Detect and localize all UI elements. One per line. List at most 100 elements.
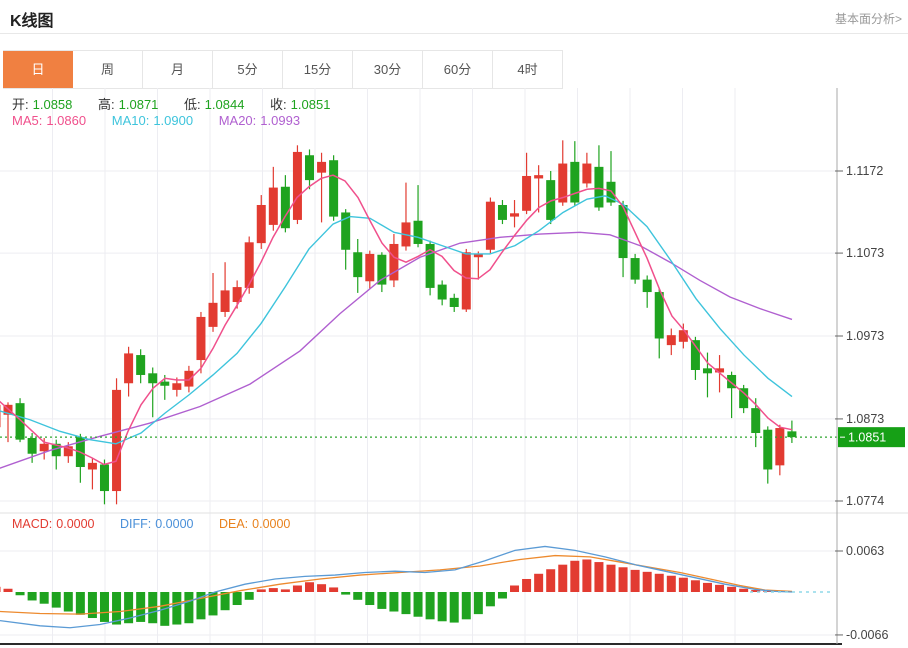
kline-chart-canvas[interactable]: 1.1172 1.1073 1.0973 1.0873 1.0774 0.0063 -0.0… bbox=[0, 88, 908, 648]
macd-bar bbox=[292, 585, 302, 592]
tab-4时[interactable]: 4时 bbox=[493, 51, 563, 88]
price-axis-label: 1.1172 bbox=[846, 164, 883, 178]
candle bbox=[220, 290, 230, 312]
candle bbox=[570, 161, 580, 203]
ma5-label: MA5: bbox=[12, 113, 43, 128]
candle bbox=[751, 408, 761, 434]
tab-60分[interactable]: 60分 bbox=[423, 51, 493, 88]
candle bbox=[618, 204, 628, 259]
tab-5分[interactable]: 5分 bbox=[213, 51, 283, 88]
candle bbox=[702, 368, 712, 374]
candle bbox=[775, 428, 785, 466]
candle bbox=[39, 443, 49, 452]
candle bbox=[739, 388, 749, 409]
macd-bar bbox=[461, 592, 471, 620]
macd-bar bbox=[437, 592, 447, 622]
candle bbox=[317, 161, 327, 173]
page-title: K线图 bbox=[10, 13, 54, 30]
candle bbox=[473, 253, 483, 258]
candle bbox=[87, 462, 97, 470]
tab-日[interactable]: 日 bbox=[3, 51, 73, 88]
macd-bar bbox=[39, 592, 49, 604]
macd-bar bbox=[377, 592, 387, 609]
candle bbox=[437, 284, 447, 300]
candle bbox=[727, 374, 737, 389]
macd-bar bbox=[654, 573, 664, 592]
candle bbox=[244, 242, 254, 288]
price-axis-label: 1.0973 bbox=[846, 329, 884, 343]
macd-bar bbox=[196, 592, 206, 620]
macd-bar bbox=[678, 577, 688, 592]
fundamental-analysis-link[interactable]: 基本面分析> bbox=[834, 12, 902, 26]
candle bbox=[208, 302, 218, 327]
macd-bar bbox=[594, 562, 604, 592]
candle bbox=[305, 155, 314, 181]
candle bbox=[27, 437, 37, 454]
candle bbox=[678, 330, 688, 342]
macd-bar bbox=[606, 564, 616, 592]
macd-bar bbox=[136, 592, 146, 622]
ma-readout: MA5: 1.0860 MA10: 1.0900 MA20: 1.0993 bbox=[12, 113, 304, 128]
diff-label: DIFF: bbox=[120, 517, 152, 531]
candle bbox=[136, 355, 146, 375]
macd-label: MACD: bbox=[12, 517, 53, 531]
macd-bar bbox=[582, 559, 592, 592]
tab-30分[interactable]: 30分 bbox=[353, 51, 423, 88]
macd-bar bbox=[727, 586, 737, 592]
candle bbox=[715, 368, 725, 373]
candle bbox=[280, 186, 290, 229]
macd-bar bbox=[0, 586, 1, 592]
candle bbox=[341, 212, 351, 250]
candle bbox=[690, 340, 700, 370]
candle bbox=[461, 252, 471, 310]
candle bbox=[112, 389, 122, 492]
candle bbox=[485, 201, 495, 250]
candle bbox=[630, 258, 640, 280]
candle bbox=[546, 180, 556, 220]
macd-bar bbox=[280, 589, 290, 592]
tab-月[interactable]: 月 bbox=[143, 51, 213, 88]
tab-15分[interactable]: 15分 bbox=[283, 51, 353, 88]
candle bbox=[0, 404, 1, 428]
macd-bar bbox=[305, 582, 314, 592]
macd-bar bbox=[497, 592, 507, 599]
last-price-tag bbox=[838, 427, 905, 448]
macd-bar bbox=[63, 592, 73, 612]
candle bbox=[268, 187, 278, 225]
high-value: 1.0871 bbox=[118, 97, 159, 112]
macd-bar bbox=[172, 592, 182, 625]
macd-bar bbox=[15, 592, 25, 596]
timeframe-tab-bar: 日周月 5分 15分 30分 60分 4时 bbox=[3, 50, 563, 89]
candle bbox=[787, 431, 797, 438]
high-label: 高: bbox=[98, 97, 115, 112]
tab-周[interactable]: 周 bbox=[73, 51, 143, 88]
macd-bar bbox=[522, 578, 532, 592]
candle bbox=[425, 243, 435, 288]
macd-bar bbox=[425, 592, 435, 620]
candle bbox=[172, 383, 182, 390]
macd-bar bbox=[124, 592, 134, 624]
candle bbox=[292, 151, 302, 220]
macd-bar bbox=[99, 592, 109, 622]
macd-bar bbox=[534, 573, 544, 592]
macd-bar bbox=[570, 560, 580, 592]
macd-bar bbox=[449, 592, 459, 623]
candle bbox=[329, 160, 339, 217]
candle bbox=[63, 446, 73, 457]
price-axis-label: 1.0774 bbox=[846, 494, 884, 508]
ma10-value: 1.0900 bbox=[153, 113, 194, 128]
macd-bar bbox=[268, 588, 278, 592]
candle bbox=[534, 175, 544, 179]
candle bbox=[594, 166, 604, 208]
macd-bar bbox=[353, 592, 363, 600]
dea-label: DEA: bbox=[218, 517, 249, 531]
candle bbox=[558, 163, 568, 203]
macd-bar bbox=[642, 571, 652, 592]
macd-bar bbox=[51, 592, 61, 608]
macd-bar bbox=[763, 590, 773, 592]
candle bbox=[232, 287, 242, 303]
candle bbox=[510, 213, 520, 217]
macd-bar bbox=[485, 592, 495, 607]
candle bbox=[148, 373, 158, 384]
